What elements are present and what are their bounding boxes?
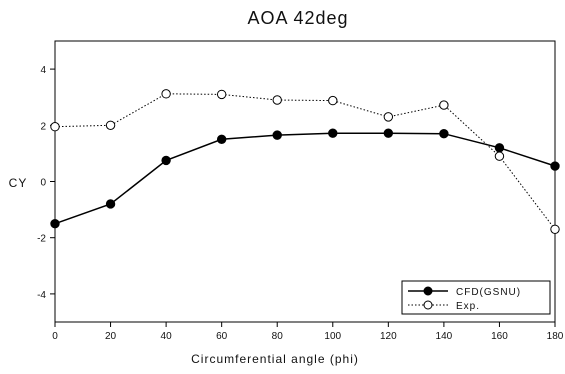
cfd-data-point xyxy=(550,161,560,171)
exp-data-point xyxy=(550,224,560,234)
cfd-data-point xyxy=(105,199,116,209)
chart-title: AOA 42deg xyxy=(247,8,348,28)
y-tick-label: -4 xyxy=(37,290,46,301)
cfd-data-point xyxy=(216,134,227,145)
x-tick-label: 120 xyxy=(380,331,397,342)
cfd-data-point xyxy=(328,128,338,138)
exp-data-point xyxy=(439,100,449,110)
y-tick-label: 0 xyxy=(40,178,46,189)
cfd-data-point xyxy=(383,128,394,138)
x-axis-label: Circumferential angle (phi) xyxy=(191,352,359,366)
x-tick-label: 0 xyxy=(52,331,58,342)
axis-ticks: 0 20 40 60 80 100 120 140 160 180 -4 -2 0 2 4 xyxy=(37,65,564,342)
cfd-data-point xyxy=(50,218,60,229)
exp-data-point xyxy=(50,122,60,132)
series-layer xyxy=(50,89,560,234)
x-tick-label: 140 xyxy=(436,331,453,342)
x-tick-label: 80 xyxy=(272,331,284,342)
y-axis-label: CY xyxy=(9,176,28,190)
cfd-data-point xyxy=(272,130,282,140)
exp-data-point xyxy=(494,151,505,161)
exp-data-point xyxy=(272,95,282,105)
y-tick-label: -2 xyxy=(37,234,46,245)
exp-data-point xyxy=(383,112,394,122)
x-tick-label: 60 xyxy=(216,331,228,342)
legend-label-exp: Exp. xyxy=(456,301,480,312)
y-tick-label: 4 xyxy=(40,65,46,76)
plot-frame xyxy=(54,40,556,323)
cfd-data-point xyxy=(494,143,505,153)
legend: CFD(GSNU) Exp. xyxy=(401,280,551,315)
y-tick-label: 2 xyxy=(40,121,46,132)
exp-data-point xyxy=(216,89,227,100)
series-line-exp xyxy=(54,93,556,230)
x-tick-label: 100 xyxy=(324,331,341,342)
legend-marker-cfd xyxy=(423,286,433,296)
exp-data-point xyxy=(328,95,338,106)
cfd-data-point xyxy=(161,155,171,166)
legend-label-cfd: CFD(GSNU) xyxy=(456,287,521,298)
legend-marker-exp xyxy=(423,300,433,310)
x-tick-label: 180 xyxy=(547,331,564,342)
exp-data-point xyxy=(105,120,116,131)
x-tick-label: 160 xyxy=(491,331,508,342)
x-tick-label: 40 xyxy=(161,331,173,342)
cfd-data-point xyxy=(439,129,449,139)
series-line-cfd xyxy=(54,132,556,225)
exp-data-point xyxy=(161,89,171,99)
x-tick-label: 20 xyxy=(105,331,117,342)
